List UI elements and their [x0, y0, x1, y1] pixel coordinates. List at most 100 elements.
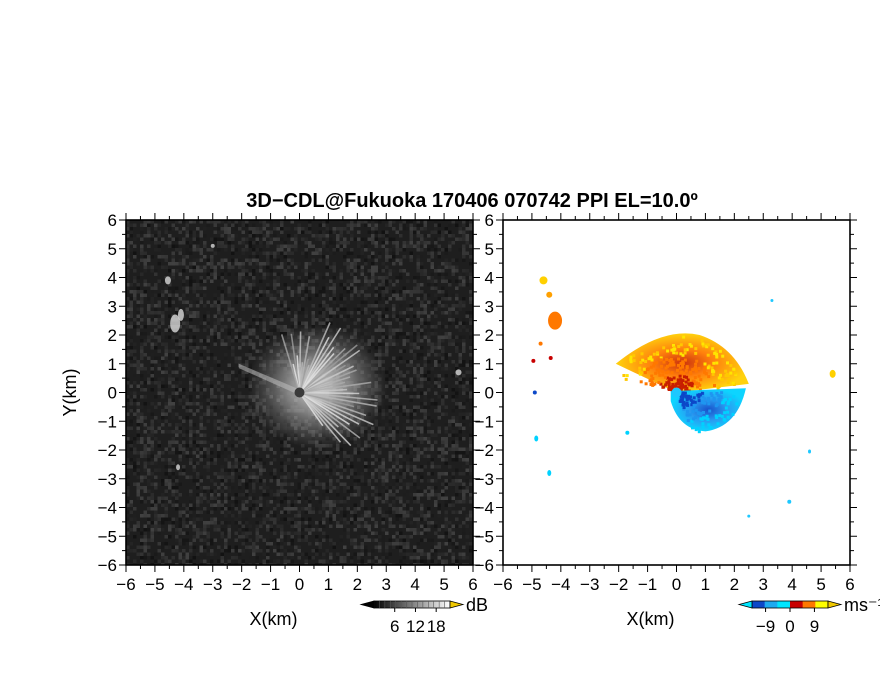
- velocity-pixel: [695, 409, 698, 412]
- echo-patch: [747, 515, 750, 518]
- velocity-pixel: [663, 361, 666, 364]
- velocity-pixel: [724, 370, 727, 373]
- colorbar-unit: dB: [466, 595, 488, 615]
- velocity-pixel: [661, 374, 664, 377]
- velocity-pixel: [715, 356, 718, 359]
- x-tick-label: 4: [787, 575, 796, 594]
- velocity-pixel: [728, 378, 731, 381]
- velocity-pixel: [715, 414, 718, 417]
- echo-patch: [539, 342, 543, 346]
- velocity-pixel: [713, 399, 716, 402]
- velocity-pixel: [701, 339, 704, 342]
- velocity-pixel: [727, 416, 730, 419]
- velocity-pixel: [694, 347, 697, 350]
- velocity-pixel: [723, 419, 726, 422]
- colorbar-segment: [790, 601, 803, 608]
- x-tick-label: 5: [439, 575, 448, 594]
- velocity-pixel: [640, 380, 643, 383]
- velocity-pixel: [720, 391, 723, 394]
- velocity-pixel: [689, 413, 692, 416]
- velocity-pixel: [643, 368, 646, 371]
- velocity-pixel: [702, 396, 705, 399]
- velocity-pixel: [717, 422, 720, 425]
- velocity-pixel: [651, 384, 654, 387]
- x-tick-label: −2: [232, 575, 251, 594]
- velocity-pixel: [718, 414, 721, 417]
- velocity-pixel: [677, 345, 680, 348]
- x-tick-label: 0: [295, 575, 304, 594]
- velocity-pixel: [667, 383, 670, 386]
- colorbar-tick-label: 0: [785, 617, 794, 636]
- x-tick-label: −1: [638, 575, 657, 594]
- velocity-pixel: [685, 381, 688, 384]
- velocity-pixel: [698, 384, 701, 387]
- y-axis-label: Y(km): [60, 369, 80, 417]
- y-tick-label: −1: [475, 412, 494, 431]
- x-tick-label: 1: [324, 575, 333, 594]
- echo-patch: [547, 470, 551, 476]
- velocity-pixel: [676, 382, 679, 385]
- velocity-pixel: [701, 422, 704, 425]
- x-axis-label: X(km): [250, 609, 298, 629]
- y-tick-label: −1: [98, 412, 117, 431]
- velocity-pixel: [667, 380, 670, 383]
- velocity-pixel: [677, 358, 680, 361]
- velocity-pixel: [704, 417, 707, 420]
- velocity-pixel: [692, 417, 695, 420]
- velocity-pixel: [648, 357, 651, 360]
- velocity-pixel: [725, 407, 728, 410]
- velocity-pixel: [658, 374, 661, 377]
- velocity-pixel: [670, 358, 673, 361]
- colorbar-tick-label: 12: [406, 617, 425, 636]
- velocity-pixel: [630, 356, 633, 359]
- velocity-pixel: [707, 423, 710, 426]
- y-tick-label: −3: [475, 470, 494, 489]
- velocity-pixel: [656, 351, 659, 354]
- velocity-pixel: [727, 381, 730, 384]
- echo-patch: [548, 312, 562, 330]
- velocity-pixel: [629, 358, 632, 361]
- velocity-pixel: [666, 350, 669, 353]
- bright-patch: [178, 309, 184, 321]
- velocity-pixel: [711, 369, 714, 372]
- y-tick-label: 6: [485, 211, 494, 230]
- x-tick-label: −1: [261, 575, 280, 594]
- velocity-pixel: [654, 372, 657, 375]
- velocity-pixel: [710, 426, 713, 429]
- velocity-pixel: [701, 342, 704, 345]
- velocity-pixel: [697, 367, 700, 370]
- velocity-pixel: [644, 371, 647, 374]
- x-tick-label: 3: [382, 575, 391, 594]
- x-tick-label: −5: [145, 575, 164, 594]
- velocity-pixel: [672, 348, 675, 351]
- velocity-pixel: [697, 412, 700, 415]
- colorbar-segment: [815, 601, 828, 608]
- y-tick-label: 0: [485, 384, 494, 403]
- y-tick-label: 0: [108, 384, 117, 403]
- velocity-pixel: [695, 360, 698, 363]
- x-tick-label: −6: [493, 575, 512, 594]
- colorbar-tick-label: 6: [390, 617, 399, 636]
- velocity-pixel: [662, 346, 665, 349]
- x-tick-label: 0: [672, 575, 681, 594]
- y-tick-label: 4: [485, 269, 494, 288]
- echo-patch: [546, 292, 552, 298]
- bright-patch: [211, 244, 215, 248]
- velocity-pixel: [729, 372, 732, 375]
- y-tick-label: −4: [98, 499, 117, 518]
- y-tick-label: −6: [475, 556, 494, 575]
- velocity-pixel: [684, 352, 687, 355]
- velocity-pixel: [638, 367, 641, 370]
- velocity-pixel: [657, 381, 660, 384]
- velocity-pixel: [665, 358, 668, 361]
- velocity-pixel: [675, 352, 678, 355]
- velocity-pixel: [660, 365, 663, 368]
- x-tick-label: 5: [816, 575, 825, 594]
- x-tick-label: −4: [551, 575, 570, 594]
- velocity-pixel: [667, 388, 670, 391]
- velocity-pixel: [645, 382, 648, 385]
